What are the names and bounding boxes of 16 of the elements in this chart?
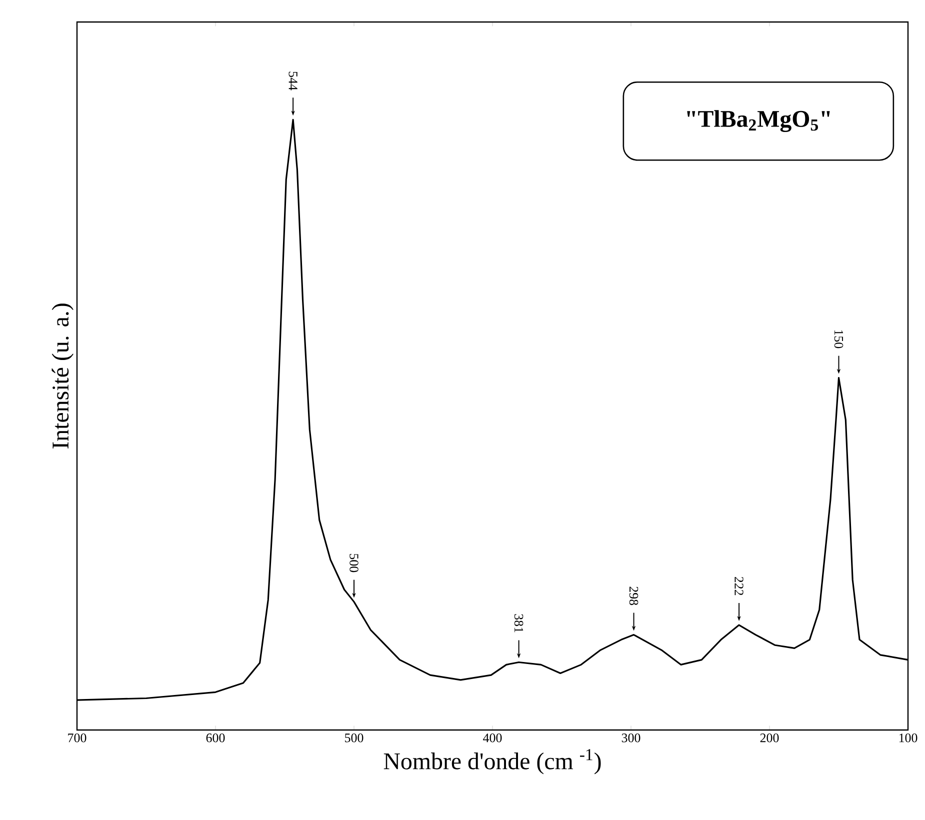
- chart-title: "TlBa$_{2}$MgO$_{5}$": [687, 110, 830, 132]
- x-tick-label: 500: [345, 734, 364, 742]
- x-tick-label: 700: [68, 734, 86, 742]
- x-tick-label: 400: [483, 734, 502, 742]
- annotation: 298: [629, 586, 638, 606]
- annotation: 500: [350, 554, 358, 572]
- x-tick-label: 300: [622, 734, 640, 742]
- x-axis-title: Nombre d'onde (cm $^{-1}$): [384, 749, 601, 774]
- annotation: 222: [734, 576, 744, 596]
- x-tick-label: 600: [206, 734, 225, 742]
- x-tick-label: 200: [760, 734, 779, 742]
- annotation: 381: [514, 614, 524, 632]
- annotation: 150: [834, 330, 844, 348]
- annotation: 544: [288, 72, 298, 90]
- y-axis-title: Intensité (u. a.): [52, 304, 74, 448]
- x-tick-label: 100: [899, 734, 918, 742]
